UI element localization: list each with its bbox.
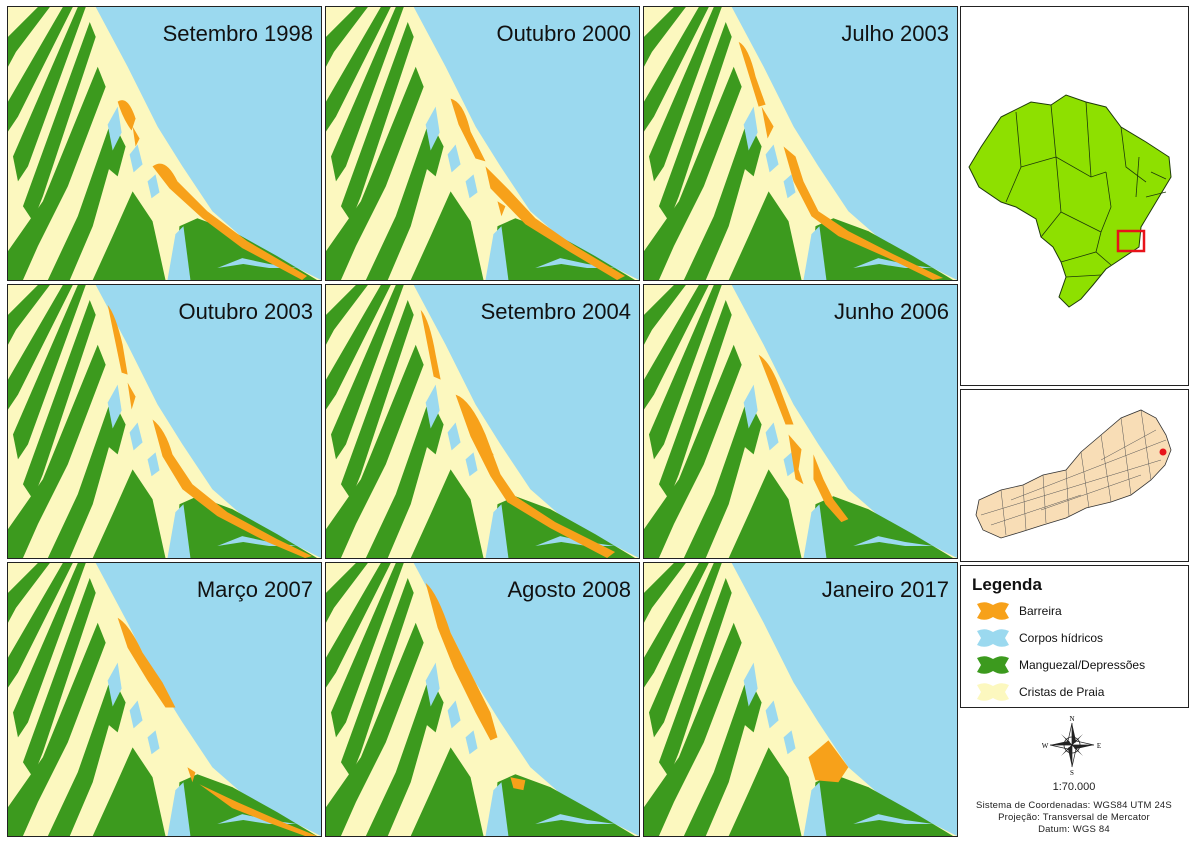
panel-title: Setembro 2004	[480, 299, 631, 324]
study-area-point	[1159, 448, 1167, 456]
map-panel-1: Setembro 1998	[7, 6, 322, 281]
map-panel-6: Junho 2006	[643, 284, 958, 559]
map-panel-9: Janeiro 2017	[643, 562, 958, 837]
legend-title: Legenda	[972, 575, 1042, 594]
compass-w: W	[1042, 742, 1049, 750]
panel-map	[326, 7, 639, 280]
panel-title: Agosto 2008	[507, 577, 631, 602]
scale-text: 1:70.000	[1052, 781, 1096, 793]
brazil-locator-map	[960, 6, 1189, 386]
compass-e: E	[1097, 742, 1101, 750]
compass-n: N	[1069, 715, 1074, 723]
legend-swatch	[977, 683, 1009, 701]
panel-map	[644, 563, 957, 836]
map-panel-8: Agosto 2008	[325, 562, 640, 837]
brazil-map	[968, 94, 1172, 308]
legend-label: Corpos hídricos	[1019, 631, 1104, 645]
map-panel-2: Outubro 2000	[325, 6, 640, 281]
panel-title: Janeiro 2017	[821, 577, 949, 602]
coord-system-text: Sistema de Coordenadas: WGS84 UTM 24S	[976, 800, 1172, 811]
legend-label: Cristas de Praia	[1019, 685, 1105, 699]
map-panel-3: Julho 2003	[643, 6, 958, 281]
legend: Legenda Barreira Corpos hídricos Manguez…	[960, 565, 1189, 708]
panel-map	[644, 285, 957, 558]
panel-map	[8, 285, 321, 558]
rj-state-locator-map	[960, 389, 1189, 562]
panel-title: Setembro 1998	[162, 21, 313, 46]
panel-title: Outubro 2000	[496, 21, 631, 46]
panel-map	[8, 7, 321, 280]
legend-label: Manguezal/Depressões	[1019, 658, 1146, 672]
rj-map	[975, 409, 1172, 539]
legend-swatch	[977, 656, 1009, 674]
panel-title: Julho 2003	[841, 21, 949, 46]
legend-swatch	[977, 629, 1009, 647]
panel-map	[8, 563, 321, 836]
panel-title: Junho 2006	[834, 299, 949, 324]
projection-text: Projeção: Transversal de Mercator	[998, 812, 1150, 823]
panel-title: Outubro 2003	[178, 299, 313, 324]
map-panel-4: Outubro 2003	[7, 284, 322, 559]
compass-icon: N S E W	[1042, 715, 1101, 777]
panel-title: Março 2007	[196, 577, 313, 602]
panel-map	[326, 563, 639, 836]
datum-text: Datum: WGS 84	[1038, 824, 1110, 835]
study-area-highlight	[1116, 229, 1146, 253]
legend-label: Barreira	[1019, 604, 1062, 618]
map-panel-5: Setembro 2004	[325, 284, 640, 559]
compass-rose: N S E W	[1042, 714, 1102, 777]
compass-s: S	[1070, 769, 1074, 776]
panel-map	[644, 7, 957, 280]
legend-swatch	[977, 602, 1009, 620]
map-panel-7: Março 2007	[7, 562, 322, 837]
panel-map	[326, 285, 639, 558]
